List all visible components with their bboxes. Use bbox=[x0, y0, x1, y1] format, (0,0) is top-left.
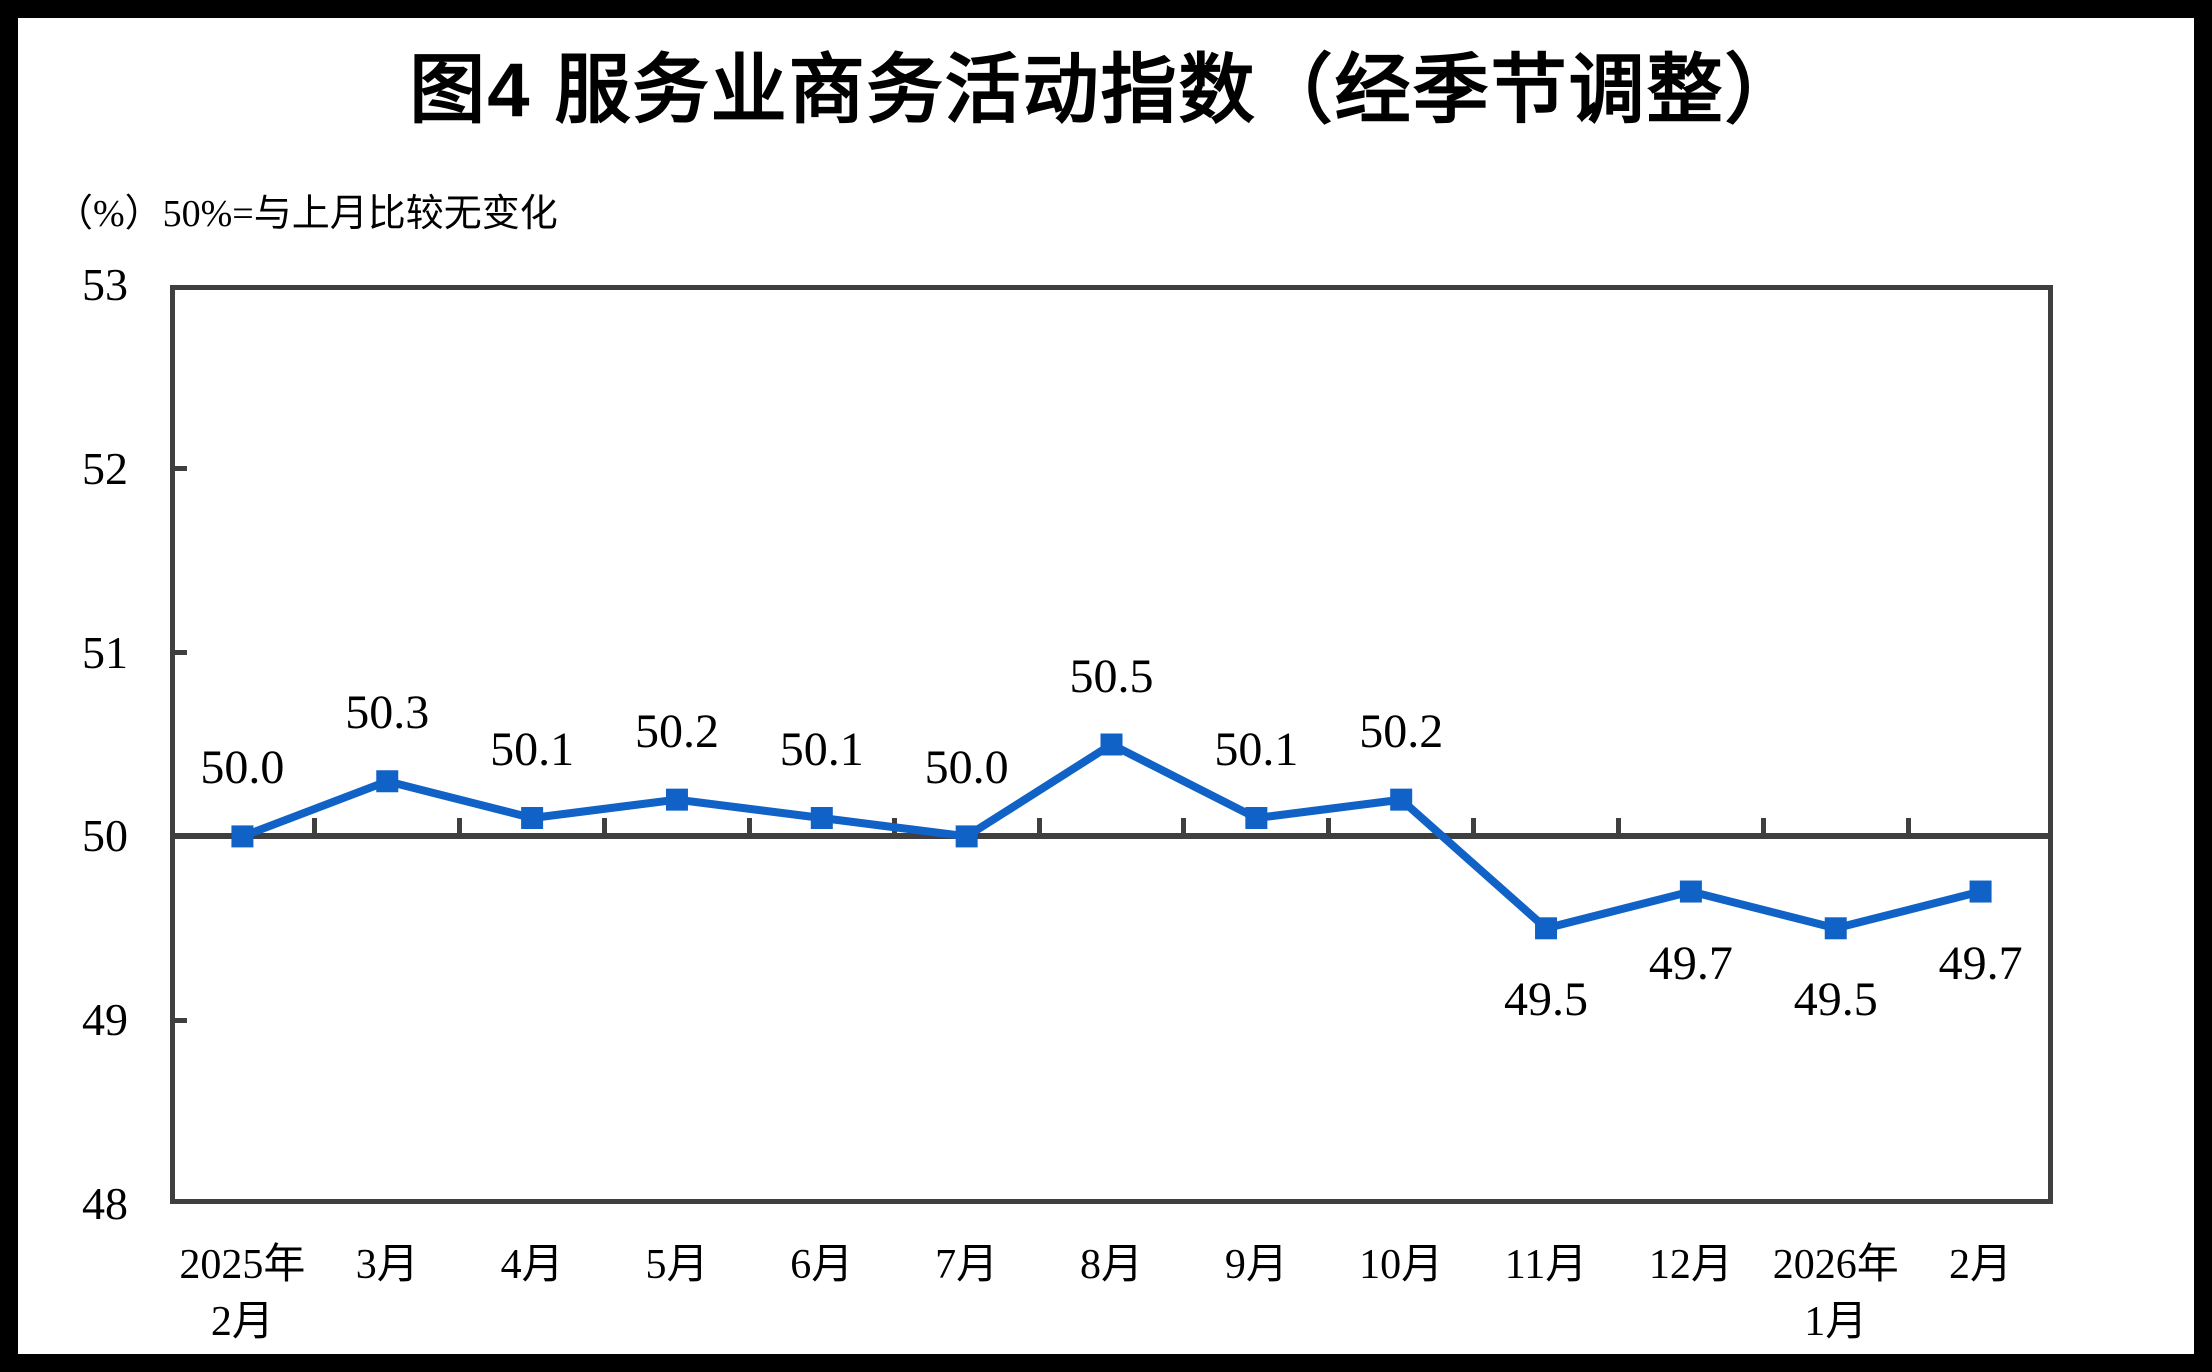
x-tick-label: 3月 bbox=[356, 1237, 419, 1294]
x-tick-label-line: 4月 bbox=[500, 1242, 564, 1288]
data-point-marker bbox=[810, 807, 833, 830]
data-point-marker bbox=[1390, 788, 1413, 811]
data-point-marker bbox=[1679, 880, 1702, 903]
x-tick-label: 7月 bbox=[935, 1237, 998, 1294]
data-point-marker bbox=[1969, 880, 1992, 903]
x-tick-label: 2025年 2月 bbox=[179, 1237, 305, 1351]
data-point-label: 50.2 bbox=[1359, 704, 1444, 758]
x-tick-label-line: 9月 bbox=[1224, 1242, 1288, 1288]
x-tick-label-line: 3月 bbox=[355, 1242, 419, 1288]
x-tick-label: 2月 bbox=[1949, 1237, 2012, 1294]
data-point-label: 50.5 bbox=[1069, 649, 1154, 703]
data-point-label: 49.5 bbox=[1504, 973, 1589, 1027]
y-tick-label: 48 bbox=[82, 1178, 128, 1229]
data-point-marker bbox=[1824, 917, 1847, 940]
x-tick-label-line: 2月 bbox=[1949, 1242, 2013, 1288]
category-boundary-tick bbox=[746, 818, 752, 834]
y-tick-label: 51 bbox=[82, 626, 128, 678]
y-tick-label: 50 bbox=[82, 810, 128, 862]
y-axis-unit-note: （%）50%=与上月比较无变化 bbox=[55, 193, 558, 235]
y-axis-tick bbox=[170, 1017, 187, 1023]
x-tick-label-line: 5月 bbox=[645, 1242, 709, 1288]
data-point-marker bbox=[665, 788, 688, 811]
data-point-label: 49.5 bbox=[1793, 973, 1878, 1027]
data-point-label: 50.0 bbox=[200, 741, 285, 795]
x-tick-label-line: 12月 bbox=[1648, 1242, 1733, 1288]
x-tick-label-line: 7月 bbox=[935, 1242, 999, 1288]
data-point-label: 50.3 bbox=[345, 686, 430, 740]
category-boundary-tick bbox=[1471, 818, 1477, 834]
x-tick-label-line: 11月 bbox=[1504, 1242, 1588, 1288]
category-boundary-tick bbox=[1326, 818, 1332, 834]
data-point-marker bbox=[1100, 733, 1123, 756]
category-boundary-tick bbox=[1036, 818, 1042, 834]
y-axis-tick bbox=[170, 466, 187, 472]
x-tick-label: 12月 bbox=[1649, 1237, 1733, 1294]
x-tick-label-line: 2026年 bbox=[1772, 1242, 1899, 1288]
x-tick-label: 4月 bbox=[501, 1237, 564, 1294]
x-tick-label: 2026年 1月 bbox=[1773, 1237, 1899, 1351]
chart-title: 图4 服务业商务活动指数（经季节调整） bbox=[409, 48, 1803, 133]
category-boundary-tick bbox=[1760, 818, 1766, 834]
data-point-label: 49.7 bbox=[1938, 936, 2023, 990]
data-point-label: 50.2 bbox=[634, 704, 719, 758]
category-boundary-tick bbox=[1181, 818, 1187, 834]
data-point-marker bbox=[1245, 807, 1268, 830]
x-tick-label: 8月 bbox=[1080, 1237, 1143, 1294]
data-point-marker bbox=[521, 807, 544, 830]
y-tick-label: 49 bbox=[82, 994, 128, 1046]
x-tick-label-line: 6月 bbox=[790, 1242, 854, 1288]
x-tick-label: 11月 bbox=[1505, 1237, 1587, 1294]
plot-area bbox=[170, 285, 2053, 1204]
x-tick-label-line: 10月 bbox=[1359, 1242, 1444, 1288]
x-tick-label-line: 2025年 bbox=[179, 1242, 306, 1288]
category-boundary-tick bbox=[602, 818, 608, 834]
x-tick-label: 9月 bbox=[1225, 1237, 1288, 1294]
reference-line-50 bbox=[170, 833, 2053, 840]
data-point-label: 50.1 bbox=[1214, 723, 1299, 777]
y-axis-tick bbox=[170, 650, 187, 656]
x-tick-label: 10月 bbox=[1359, 1237, 1443, 1294]
x-tick-label: 6月 bbox=[790, 1237, 853, 1294]
y-tick-label: 53 bbox=[82, 259, 128, 310]
category-boundary-tick bbox=[1905, 818, 1911, 834]
data-point-label: 50.1 bbox=[490, 723, 575, 777]
data-point-label: 49.7 bbox=[1648, 936, 1733, 990]
x-tick-label-line: 1月 bbox=[1804, 1299, 1868, 1345]
line-series bbox=[231, 733, 1992, 940]
data-point-label: 50.1 bbox=[779, 723, 864, 777]
x-tick-label-line: 2月 bbox=[210, 1299, 274, 1345]
x-tick-label-line: 8月 bbox=[1079, 1242, 1144, 1288]
y-tick-label: 52 bbox=[82, 442, 128, 494]
data-point-marker bbox=[955, 825, 978, 848]
data-point-marker bbox=[1535, 917, 1558, 940]
x-tick-label: 5月 bbox=[645, 1237, 708, 1294]
category-boundary-tick bbox=[1615, 818, 1621, 834]
data-point-marker bbox=[376, 770, 399, 793]
category-boundary-tick bbox=[457, 818, 463, 834]
data-point-marker bbox=[231, 825, 254, 848]
category-boundary-tick bbox=[312, 818, 318, 834]
data-point-label: 50.0 bbox=[924, 741, 1009, 795]
